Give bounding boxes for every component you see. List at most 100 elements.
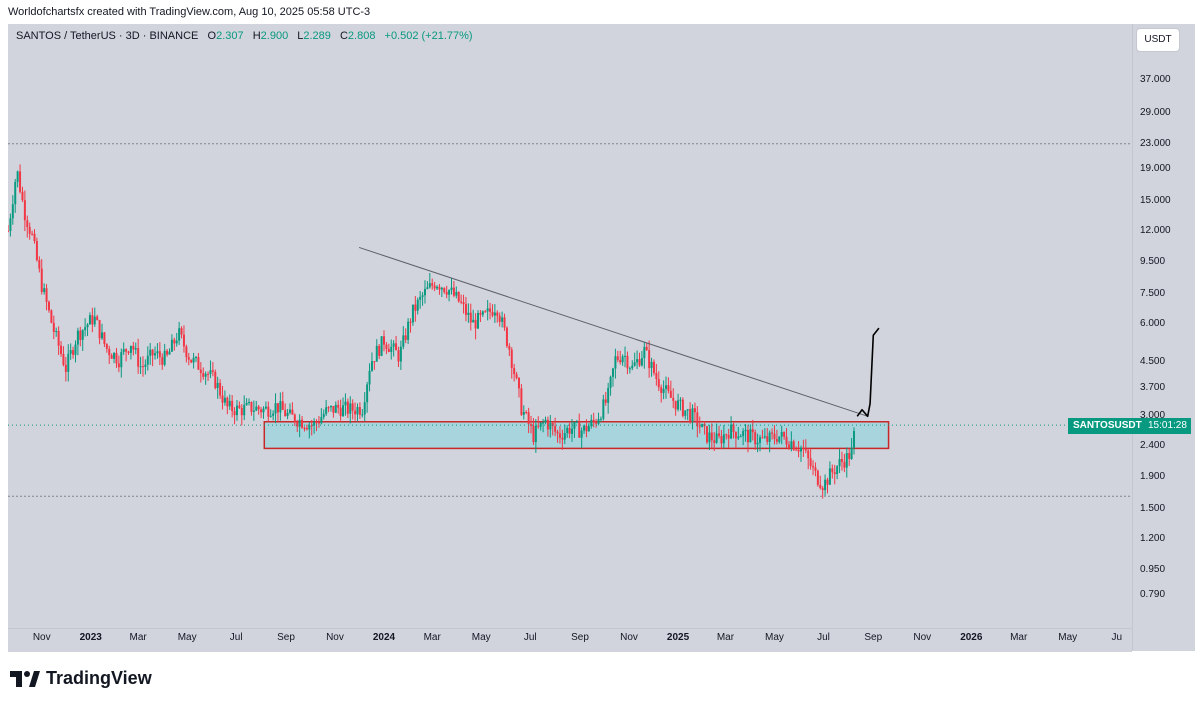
candle-body <box>168 351 171 355</box>
legend-close-label: C <box>339 30 348 42</box>
candle-body <box>836 466 839 475</box>
candle-body <box>93 316 96 325</box>
candle-body <box>395 343 398 351</box>
plot-area[interactable]: SANTOS / TetherUS · 3D · BINANCE O2.307 … <box>8 24 1132 628</box>
time-tick-label: May <box>1058 632 1078 643</box>
time-tick-label: Sep <box>277 632 295 643</box>
candle-body <box>72 350 75 355</box>
attribution-text: Worldofchartsfx created with TradingView… <box>8 6 371 18</box>
candle-body <box>221 395 224 403</box>
price-tick-label: 6.000 <box>1140 317 1166 329</box>
candle-body <box>633 362 636 366</box>
candle-body <box>431 283 434 286</box>
candle-body <box>730 424 733 439</box>
candle-body <box>317 422 320 424</box>
candle-body <box>305 427 308 430</box>
symbol-tag: SANTOSUSDT <box>1068 418 1147 434</box>
candle-body <box>510 349 513 369</box>
time-tick-label: May <box>177 632 197 643</box>
candle-body <box>571 428 574 434</box>
candle-body <box>334 404 337 413</box>
price-tick-label: 9.500 <box>1140 256 1166 268</box>
candle-body <box>14 181 17 205</box>
candle-body <box>491 311 494 316</box>
price-chart[interactable] <box>8 24 1132 628</box>
candle-body <box>267 406 270 417</box>
candle-body <box>718 433 721 437</box>
candle-body <box>660 387 663 393</box>
candle-body <box>156 351 159 354</box>
candle-body <box>240 408 243 416</box>
legend-open-label: O <box>207 30 217 42</box>
candle-body <box>614 356 617 369</box>
candle-body <box>508 346 511 350</box>
candle-body <box>643 346 646 359</box>
candle-body <box>199 369 202 374</box>
symbol-legend: SANTOS / TetherUS · 3D · BINANCE O2.307 … <box>16 30 473 42</box>
price-tick-label: 2.400 <box>1140 440 1166 452</box>
candle-body <box>223 397 226 403</box>
candle-body <box>361 414 364 416</box>
candle-body <box>421 295 424 297</box>
candle-body <box>380 336 383 356</box>
legend-low-value: 2.289 <box>303 30 331 42</box>
time-tick-label: Ju <box>1111 632 1123 643</box>
candle-body <box>64 364 67 372</box>
candle-body <box>587 426 590 432</box>
candle-body <box>243 404 246 416</box>
candle-body <box>132 345 135 350</box>
candle-body <box>443 287 446 292</box>
candle-body <box>566 427 569 434</box>
candle-body <box>725 434 728 436</box>
candle-body <box>780 432 783 437</box>
time-tick-label: Mar <box>1010 632 1028 643</box>
chart-frame[interactable]: SANTOS / TetherUS · 3D · BINANCE O2.307 … <box>8 24 1195 652</box>
candle-body <box>684 410 687 416</box>
candle-body <box>696 412 699 427</box>
candle-body <box>363 402 366 415</box>
candle-body <box>163 350 166 365</box>
candle-body <box>785 436 788 445</box>
candle-body <box>821 488 824 491</box>
candle-body <box>556 431 559 434</box>
candle-body <box>115 352 118 364</box>
candle-body <box>763 436 766 438</box>
candle-body <box>11 204 14 219</box>
candle-body <box>761 437 764 439</box>
candle-body <box>320 417 323 424</box>
candle-body <box>55 330 58 333</box>
candle-body <box>211 370 214 372</box>
candle-body <box>337 404 340 408</box>
candle-body <box>812 466 815 468</box>
candle-body <box>327 407 330 409</box>
candle-body <box>397 350 400 362</box>
candle-body <box>166 350 169 355</box>
time-tick-label: Nov <box>620 632 638 643</box>
tradingview-logo[interactable]: TradingView <box>10 668 152 689</box>
candle-body <box>151 349 154 356</box>
candle-body <box>544 419 547 423</box>
candle-body <box>746 429 749 443</box>
candle-body <box>477 312 480 329</box>
candle-body <box>404 335 407 340</box>
candle-body <box>298 419 301 427</box>
time-tick-label: Mar <box>129 632 147 643</box>
candle-body <box>402 335 405 347</box>
candle-body <box>69 350 72 354</box>
candle-body <box>390 346 393 352</box>
candle-body <box>773 433 776 440</box>
price-tick-label: 3.700 <box>1140 382 1166 394</box>
candle-body <box>655 373 658 380</box>
candle-body <box>409 321 412 323</box>
price-axis[interactable] <box>1132 24 1195 651</box>
currency-button[interactable]: USDT <box>1136 28 1180 52</box>
candle-body <box>383 336 386 345</box>
candle-body <box>455 291 458 296</box>
candle-body <box>45 288 48 302</box>
time-tick-label: 2026 <box>960 632 983 643</box>
candle-body <box>804 449 807 451</box>
candle-body <box>79 330 82 340</box>
candle-body <box>611 368 614 377</box>
candle-body <box>204 373 207 377</box>
time-axis[interactable] <box>8 628 1132 652</box>
